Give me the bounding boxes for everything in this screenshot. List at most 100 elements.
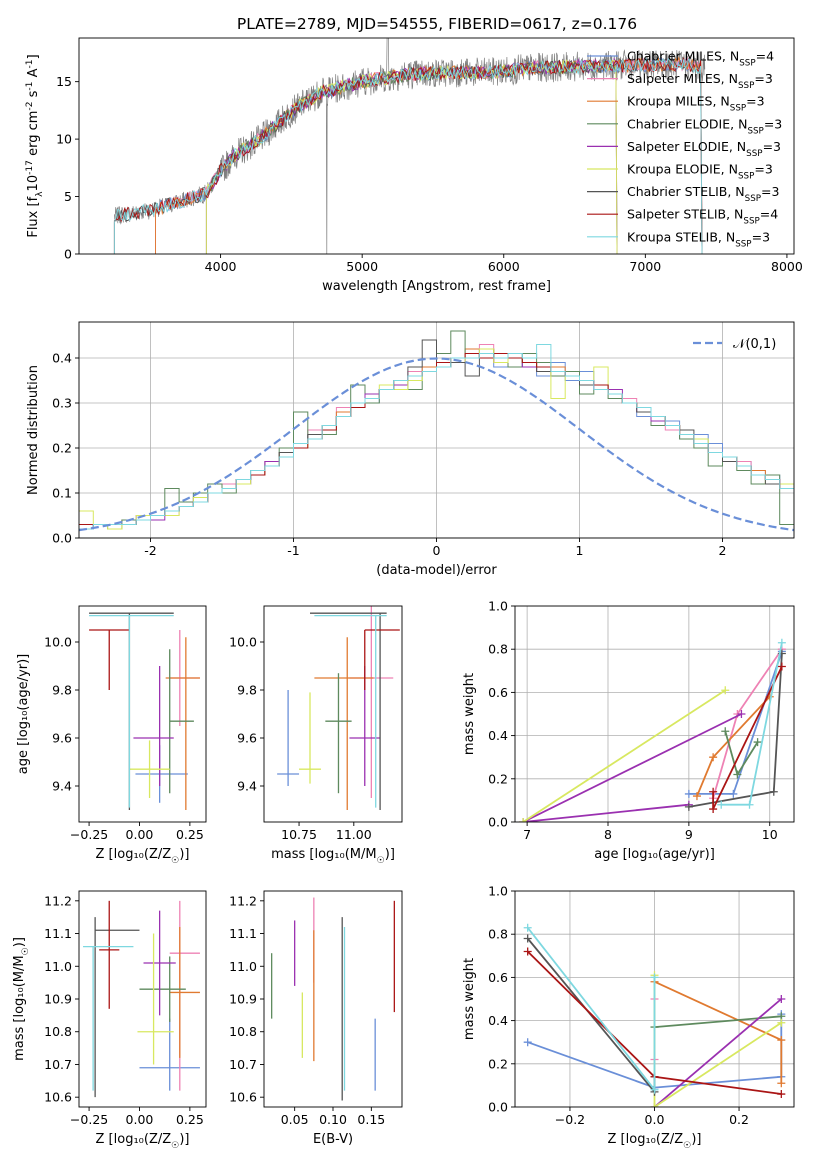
mass-vs-z-chart: −0.25 0.00 0.25 10.6 10.7 10.8 10.9 11.0 11.1 11.…	[12, 890, 207, 1151]
weight-series-chabrier-elodie	[650, 1012, 786, 1032]
x-tick-label: 0.0	[645, 1112, 665, 1127]
x-axis-label: mass [log₁₀(M/M☉​)]	[271, 847, 395, 866]
x-tick-label: -1	[287, 543, 299, 558]
x-axis-label: wavelength [Angstrom, rest frame]	[322, 279, 551, 294]
y-tick-label: 9.4	[52, 779, 72, 794]
y-tick-label: 0.4	[488, 1013, 508, 1028]
x-axis-label: Z [log₁₀(Z/Z☉​)]	[96, 847, 190, 866]
y-tick-label: 9.8	[52, 683, 72, 698]
weight-series-kroupa-miles	[650, 977, 786, 1088]
y-tick-label: 1.0	[488, 599, 508, 614]
weight-marker	[777, 1018, 786, 1027]
y-tick-label: 0.0	[488, 1100, 508, 1115]
y-tick-label: 9.4	[237, 779, 257, 794]
y-tick-label: 1.0	[488, 884, 508, 899]
y-tick-label: 0	[64, 247, 72, 262]
x-tick-label: 5000	[346, 259, 378, 274]
y-tick-label: 9.6	[52, 731, 72, 746]
weight-marker	[721, 727, 730, 736]
weight-marker	[523, 934, 532, 943]
x-tick-label: 0	[433, 543, 441, 558]
point-chabrier-miles	[139, 1018, 200, 1091]
x-tick-label: 9	[685, 827, 693, 842]
legend-label: Chabrier STELIB, NSSP​=3	[627, 184, 779, 204]
mass-vs-z-frame	[78, 890, 207, 1108]
weight-marker	[650, 1103, 659, 1107]
x-axis-label: age [log₁₀(age/yr)]	[594, 847, 715, 862]
x-tick-label: -2	[144, 543, 156, 558]
y-tick-label: 0.1	[52, 486, 72, 501]
weight-marker	[709, 805, 718, 814]
y-axis-label: mass [log₁₀(M/M☉​)]	[12, 937, 31, 1061]
y-tick-label: 0.6	[488, 970, 508, 985]
x-tick-label: 8	[604, 827, 612, 842]
weight-line	[654, 980, 783, 1084]
weight-series-salpeter-elodie	[650, 995, 786, 1107]
mass-vs-ebv-frame	[263, 890, 403, 1108]
weight-marker	[684, 802, 693, 811]
weight-marker	[777, 995, 786, 1003]
y-tick-label: 9.6	[237, 731, 257, 746]
weight-marker	[523, 1038, 532, 1047]
model-line-chabrier-stelib	[113, 56, 703, 254]
weight-vs-age-chart: 7 8 9 10 0.0 0.2 0.4 0.6 0.8 1.0 age [log₁₀(age/yr…	[462, 599, 795, 862]
y-tick-label: 0.4	[52, 351, 72, 366]
legend-label: 𝒩(0,1)	[733, 337, 776, 352]
weight-marker	[769, 787, 778, 796]
mass-vs-ebv-chart: 0.05 0.10 0.15 10.6 10.7 10.8 10.9 11.0 11.1 11.2…	[229, 890, 403, 1147]
legend-label: Kroupa STELIB, NSSP​=3	[627, 229, 770, 249]
x-tick-label: 2	[719, 543, 727, 558]
x-tick-label: 4000	[205, 259, 237, 274]
weight-series-kroupa-elodie	[650, 971, 786, 1107]
weight-marker	[745, 800, 754, 809]
legend-label: Kroupa MILES, NSSP​=3	[627, 94, 765, 114]
y-tick-label: 11.2	[44, 893, 72, 908]
y-axis-label: Normed distribution	[26, 365, 41, 495]
figure-title: PLATE=2789, MJD=54555, FIBERID=0617, z=0…	[237, 15, 637, 33]
point-salpeter-stelib	[89, 629, 130, 690]
y-tick-label: 10.6	[229, 1090, 257, 1105]
y-tick-label: 0.3	[52, 396, 72, 411]
legend-label: Salpeter ELODIE, NSSP​=3	[627, 139, 781, 159]
weight-marker	[692, 792, 701, 801]
weight-line	[721, 642, 783, 806]
legend-label: Salpeter STELIB, NSSP​=4	[627, 207, 778, 227]
x-tick-label: −0.25	[70, 827, 108, 842]
weight-marker	[684, 789, 693, 798]
y-axis-label: mass weight	[462, 673, 477, 755]
y-tick-label: 9.8	[237, 683, 257, 698]
point-salpeter-elodie	[133, 666, 174, 786]
x-tick-label: 0.2	[729, 1112, 749, 1127]
y-tick-label: 0.0	[488, 815, 508, 830]
point-chabrier-miles	[135, 745, 188, 803]
legend-label: Chabrier MILES, NSSP​=4	[627, 49, 774, 69]
y-tick-label: 10.7	[44, 1057, 72, 1072]
weight-line	[696, 696, 771, 797]
point-kroupa-elodie	[299, 692, 321, 784]
weight-line	[522, 689, 726, 822]
x-tick-label: 1	[576, 543, 584, 558]
x-tick-label: 0.00	[126, 1112, 154, 1127]
y-tick-label: 10.0	[44, 635, 72, 650]
y-tick-label: 0.2	[488, 1056, 508, 1071]
weight-line	[653, 975, 782, 1107]
point-kroupa-miles	[314, 637, 374, 810]
point-kroupa-stelib	[83, 945, 134, 1091]
model-line-salpeter-stelib	[113, 57, 703, 254]
weight-vs-z-plot-area	[515, 891, 794, 1107]
weight-line	[654, 1015, 782, 1028]
point-kroupa-stelib	[314, 614, 387, 808]
mass-vs-z-plot-area	[83, 900, 200, 1098]
age-vs-z-frame	[78, 605, 207, 823]
weight-marker	[729, 789, 738, 798]
y-tick-label: 5	[64, 189, 72, 204]
x-tick-label: 8000	[771, 259, 803, 274]
x-tick-label: 7000	[629, 259, 661, 274]
age-vs-z-plot-area	[89, 612, 200, 810]
weight-marker	[737, 710, 746, 718]
y-tick-label: 0.6	[488, 685, 508, 700]
x-tick-label: 0.05	[281, 1112, 309, 1127]
spectrum-chart: 4000 5000 6000 7000 8000 0 5 10 15 wavelength [An…	[25, 37, 803, 294]
point-chabrier-stelib	[310, 612, 387, 810]
